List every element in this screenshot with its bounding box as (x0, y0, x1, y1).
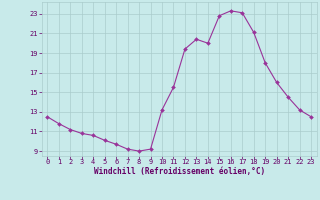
X-axis label: Windchill (Refroidissement éolien,°C): Windchill (Refroidissement éolien,°C) (94, 167, 265, 176)
